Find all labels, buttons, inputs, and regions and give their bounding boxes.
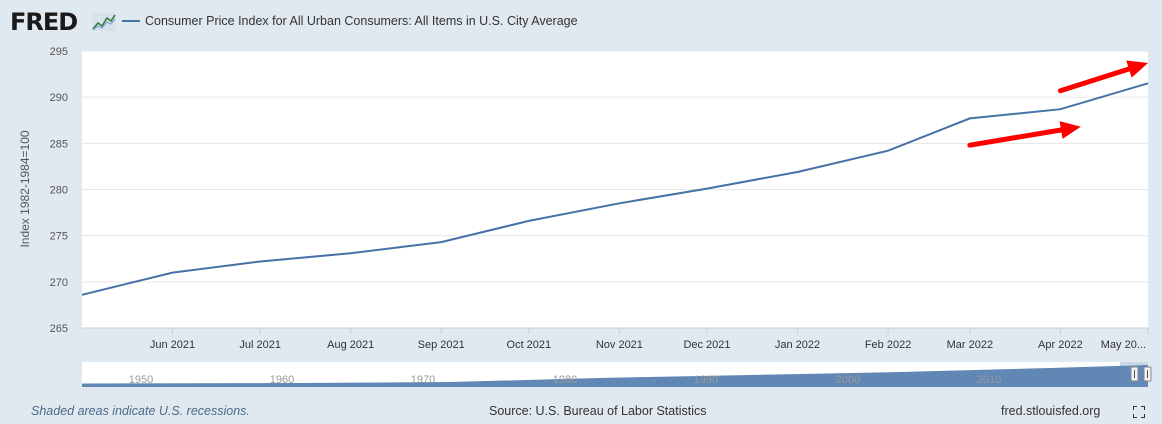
fullscreen-icon[interactable] [1133,406,1145,418]
legend-series-swatch [122,19,140,22]
y-tick-label: 280 [50,185,68,197]
navigator-year-label: 1980 [553,374,577,386]
y-tick-label: 290 [50,92,68,104]
navigator-series-area [82,365,1148,387]
annotation-arrow [967,121,1081,148]
x-axis-ticks: Jun 2021 Jul 2021 Aug 2021 Sep 2021 Oct 2021… [82,327,1149,351]
arrow-shaft [967,127,1064,148]
x-tick-label: Aug 2021 [327,339,374,351]
navigator-year-label: 2000 [836,374,860,386]
y-tick-label: 270 [50,277,68,289]
x-tick-label: May 20... [1101,339,1146,351]
navigator-year-labels: 1950 1960 1970 1980 1990 2000 2010 [129,374,1001,386]
navigator-year-label: 1960 [270,374,294,386]
chart-area[interactable]: 265 270 275 280 285 290 295 Index 1982-1984=10… [0,0,1162,400]
series-data-points [81,83,1149,295]
x-tick-label: Jan 2022 [775,339,820,351]
chart-header: FRED Consumer Price Index for All Urban … [0,0,1162,44]
y-tick-label: 285 [50,138,68,150]
x-tick-label: Oct 2021 [507,339,552,351]
navigator-year-label: 1950 [129,374,153,386]
y-axis-ticks: 265 270 275 280 285 290 295 [50,46,68,335]
x-tick-label: Feb 2022 [865,339,911,351]
fred-logo[interactable]: FRED [10,8,78,36]
site-link[interactable]: fred.stlouisfed.org [1001,404,1101,418]
y-tick-label: 265 [50,323,68,335]
annotation-arrow [1057,60,1148,94]
y-tick-label: 295 [50,46,68,58]
range-navigator[interactable]: 1950 1960 1970 1980 1990 2000 2010 [82,362,1152,387]
chart-legend[interactable]: Consumer Price Index for All Urban Consu… [122,14,578,28]
x-tick-label: Sep 2021 [418,339,465,351]
x-tick-label: Jun 2021 [150,339,195,351]
arrow-shaft [1057,66,1132,94]
fred-logo-graph-icon [92,13,116,31]
x-tick-label: Jul 2021 [239,339,281,351]
x-tick-label: Dec 2021 [683,339,730,351]
y-axis-label: Index 1982-1984=100 [18,130,32,247]
navigator-year-label: 1970 [411,374,435,386]
arrow-head [1126,60,1148,78]
navigator-year-label: 1990 [694,374,718,386]
x-tick-label: Apr 2022 [1038,339,1083,351]
annotation-arrows [967,60,1148,148]
navigator-year-label: 2010 [977,374,1001,386]
x-tick-label: Nov 2021 [596,339,643,351]
y-tick-label: 275 [50,231,68,243]
recession-note: Shaded areas indicate U.S. recessions. [31,404,250,418]
source-label: Source: U.S. Bureau of Labor Statistics [489,404,707,418]
legend-series-label: Consumer Price Index for All Urban Consu… [145,14,578,28]
arrow-head [1059,121,1081,139]
x-tick-label: Mar 2022 [947,339,993,351]
